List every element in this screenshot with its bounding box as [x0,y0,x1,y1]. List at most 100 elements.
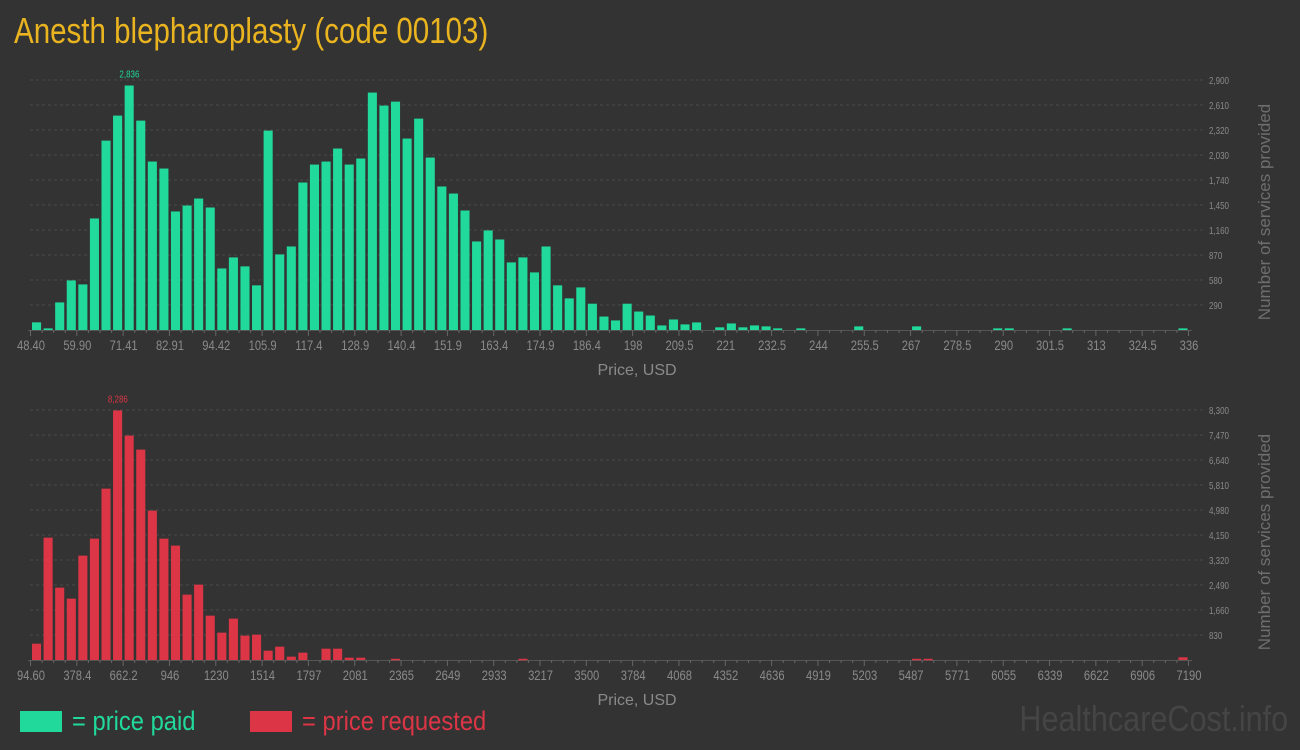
bar [124,435,134,660]
legend-price-requested: = price requested [250,704,511,738]
x-tick-label: 163.4 [480,338,508,353]
bar [553,285,563,330]
x-tick-label: 174.9 [527,338,555,353]
bar [367,92,377,330]
bar [495,239,505,330]
bar [321,648,331,660]
y-tick-label: 7,470 [1209,430,1229,441]
bar [506,262,516,330]
bar [854,326,864,330]
bar [286,656,296,660]
bar [32,643,42,660]
bar [298,182,308,330]
page-title: Anesth blepharoplasty (code 00103) [14,10,489,51]
x-tick-label: 1514 [250,668,275,683]
x-tick-label: 94.42 [202,338,230,353]
bar [101,140,111,330]
x-tick-label: 662.2 [110,668,138,683]
x-tick-label: 255.5 [851,338,879,353]
y-tick-label: 580 [1209,275,1222,286]
x-tick-label: 6622 [1084,668,1109,683]
bar [518,257,528,330]
x-tick-label: 82.91 [156,338,184,353]
y-tick-label: 870 [1209,250,1222,261]
peak-value-label: 2,836 [119,69,139,80]
bar [564,298,574,330]
y-tick-label: 1,740 [1209,175,1229,186]
x-tick-label: 221 [716,338,735,353]
bar [912,658,922,661]
bar [622,303,632,330]
x-tick-label: 2081 [343,668,368,683]
bar [448,193,458,330]
bar [599,316,609,330]
bar [912,326,922,330]
y-tick-label: 1,160 [1209,225,1229,236]
bar [402,138,412,330]
x-tick-label: 313 [1087,338,1106,353]
bar [437,186,447,330]
bar [738,327,748,330]
x-tick-label: 3217 [528,668,553,683]
bar [43,328,53,330]
x-tick-label: 1230 [204,668,229,683]
bar [205,615,215,660]
bar [749,325,760,330]
bar [194,198,204,330]
bar [541,246,551,330]
x-tick-label: 105.9 [249,338,277,353]
x-tick-label: 48.40 [17,338,45,353]
x-tick-label: 94.60 [17,668,45,683]
y-tick-label: 1,660 [1209,605,1229,616]
bar [390,101,401,330]
x-tick-label: 4636 [760,668,785,683]
x-tick-label: 6906 [1130,668,1155,683]
x-axis-title: Price, USD [597,362,676,379]
x-tick-label: 244 [809,338,828,353]
x-tick-label: 140.4 [388,338,416,353]
bar [66,280,76,330]
x-tick-label: 5203 [852,668,877,683]
x-tick-label: 2649 [435,668,460,683]
bar [472,241,482,330]
x-tick-label: 6339 [1038,668,1063,683]
bar [205,207,215,330]
x-tick-label: 378.4 [63,668,91,683]
bar [344,657,354,660]
x-tick-label: 128.9 [341,338,369,353]
bar [78,284,88,330]
bar [680,324,690,330]
bar [101,488,111,660]
legend-label-requested: = price requested [302,705,487,736]
bar [379,105,389,330]
bar [252,285,262,330]
bar [796,328,806,330]
bar [275,254,285,330]
bar [55,302,65,330]
y-tick-label: 4,150 [1209,530,1229,541]
x-tick-label: 946 [161,668,180,683]
bar [668,319,678,330]
y-tick-label: 1,450 [1209,200,1229,211]
x-tick-label: 232.5 [758,338,786,353]
x-tick-label: 117.4 [295,338,322,353]
y-tick-label: 2,030 [1209,150,1229,161]
bar [333,148,343,330]
bar [414,118,424,330]
bar [78,555,88,660]
bar [136,120,146,330]
x-tick-label: 1797 [296,668,321,683]
y-tick-label: 2,490 [1209,580,1229,591]
bar [55,587,65,660]
bar [645,315,655,330]
bar [692,322,702,330]
bar [263,650,273,660]
x-tick-label: 336 [1180,338,1199,353]
bar [993,328,1003,330]
x-tick-label: 4068 [667,668,692,683]
bar [89,538,99,660]
bar [43,537,53,660]
bar [147,161,157,330]
bar [240,635,250,660]
